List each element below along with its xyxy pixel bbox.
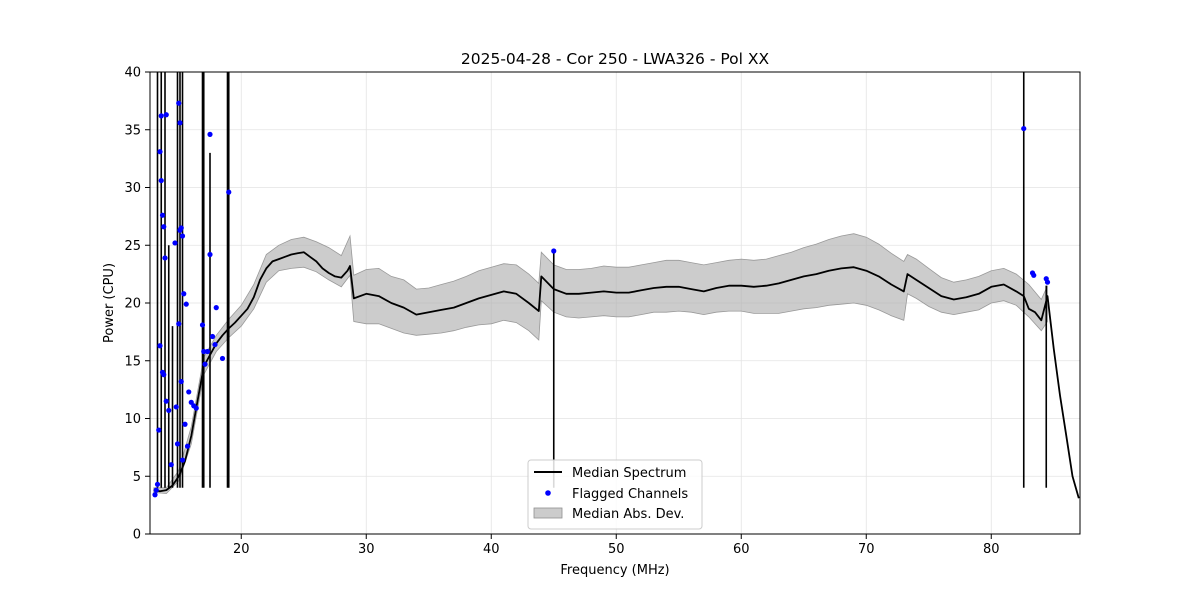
flagged-channel-point bbox=[163, 112, 169, 118]
legend-frame bbox=[527, 459, 703, 530]
flagged-channel-point bbox=[219, 355, 226, 362]
flagged-channel-point bbox=[176, 321, 182, 327]
flagged-channel-point bbox=[226, 189, 232, 195]
flagged-channel-point bbox=[161, 372, 167, 378]
flagged-channel-point bbox=[153, 487, 159, 493]
flagged-channel-point bbox=[1031, 272, 1037, 278]
flagged-channel-point bbox=[161, 224, 167, 230]
x-tick-label: 20 bbox=[233, 542, 250, 557]
flagged-channel-point bbox=[207, 251, 213, 258]
flagged-channel-point bbox=[178, 378, 184, 385]
flagged-channel-point bbox=[172, 240, 178, 246]
flagged-channel-point bbox=[1021, 125, 1027, 132]
flagged-channel-point bbox=[1044, 279, 1051, 285]
flagged-channel-point bbox=[207, 131, 213, 137]
flagged-channel-point bbox=[182, 421, 188, 427]
y-tick-label: 40 bbox=[124, 66, 141, 81]
flagged-channel-point bbox=[181, 291, 187, 297]
flagged-channel-point bbox=[174, 441, 181, 447]
x-tick-label: 40 bbox=[483, 542, 500, 557]
flagged-channel-point bbox=[551, 248, 557, 254]
flagged-channel-point bbox=[177, 120, 183, 126]
data-layer bbox=[152, 72, 1080, 499]
flagged-channel-point bbox=[193, 405, 199, 411]
legend: Median Spectrum Flagged Channels Median … bbox=[527, 459, 703, 530]
flagged-channel-point bbox=[202, 361, 208, 367]
y-tick-label: 35 bbox=[124, 123, 141, 138]
y-tick-label: 0 bbox=[133, 528, 141, 543]
flagged-channel-point bbox=[213, 305, 219, 311]
y-tick-label: 15 bbox=[124, 354, 141, 369]
y-tick-label: 20 bbox=[124, 297, 141, 312]
plot-area: 20 30 40 50 60 70 80 0 5 10 15 20 25 30 35 40 bbox=[124, 66, 1081, 557]
flagged-channel-point bbox=[199, 322, 206, 328]
x-tick-label: 30 bbox=[358, 542, 375, 557]
flagged-channel-point bbox=[162, 255, 168, 261]
legend-label-median-spectrum: Median Spectrum bbox=[572, 466, 686, 481]
flagged-channel-point bbox=[157, 149, 163, 155]
legend-label-flagged-channels: Flagged Channels bbox=[572, 487, 688, 502]
flagged-channel-point bbox=[178, 225, 184, 231]
x-tick-label: 50 bbox=[608, 542, 625, 557]
flagged-channel-point bbox=[157, 343, 163, 349]
legend-label-median-abs-dev: Median Abs. Dev. bbox=[572, 507, 684, 522]
flagged-channel-point bbox=[179, 233, 186, 239]
x-tick-label: 60 bbox=[733, 542, 750, 557]
flagged-channel-point bbox=[209, 333, 216, 340]
flagged-channel-point bbox=[204, 348, 211, 355]
chart-title: 2025-04-28 - Cor 250 - LWA326 - Pol XX bbox=[461, 50, 770, 68]
flagged-channel-point bbox=[158, 113, 164, 119]
flagged-channel-point bbox=[163, 398, 169, 404]
flagged-channel-point bbox=[212, 341, 218, 348]
flagged-channel-point bbox=[152, 492, 158, 498]
x-tick-label: 80 bbox=[983, 542, 1000, 557]
flagged-channel-point bbox=[179, 457, 186, 463]
x-axis-label: Frequency (MHz) bbox=[560, 563, 669, 578]
flagged-channel-point bbox=[186, 389, 192, 395]
legend-patch-swatch bbox=[533, 507, 563, 519]
flagged-channel-point bbox=[201, 348, 207, 355]
flagged-channel-point bbox=[176, 100, 182, 106]
flagged-channel-point bbox=[166, 407, 172, 414]
flagged-channel-point bbox=[184, 443, 191, 449]
flagged-channel-point bbox=[159, 212, 166, 218]
legend-marker-swatch bbox=[545, 490, 551, 496]
y-tick-label: 5 bbox=[133, 470, 141, 485]
y-axis-label: Power (CPU) bbox=[102, 263, 117, 343]
flagged-channel-point bbox=[183, 301, 189, 307]
flagged-channel-point bbox=[168, 462, 174, 468]
flagged-channel-point bbox=[154, 481, 161, 487]
y-tick-label: 25 bbox=[124, 239, 141, 254]
flagged-channel-point bbox=[158, 177, 164, 184]
median-spectrum-line bbox=[153, 251, 1080, 499]
flagged-channel-point bbox=[173, 404, 179, 410]
y-tick-label: 30 bbox=[124, 181, 141, 196]
x-tick-label: 70 bbox=[858, 542, 875, 557]
mad-band bbox=[153, 233, 1048, 495]
flagged-channel-point bbox=[156, 427, 162, 433]
y-tick-label: 10 bbox=[124, 412, 141, 427]
